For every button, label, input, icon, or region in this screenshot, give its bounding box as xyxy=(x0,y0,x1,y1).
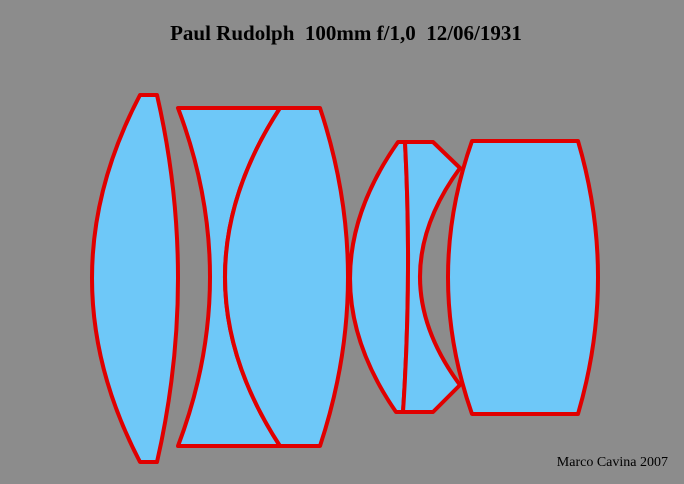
lens-element xyxy=(223,106,350,448)
credit: Marco Cavina 2007 xyxy=(557,455,668,470)
lens-element xyxy=(446,139,600,416)
lens-element xyxy=(90,93,180,464)
title: Paul Rudolph 100mm f/1,0 12/06/1931 xyxy=(170,21,522,45)
lens-elements xyxy=(90,93,600,464)
lens-element xyxy=(401,140,462,414)
